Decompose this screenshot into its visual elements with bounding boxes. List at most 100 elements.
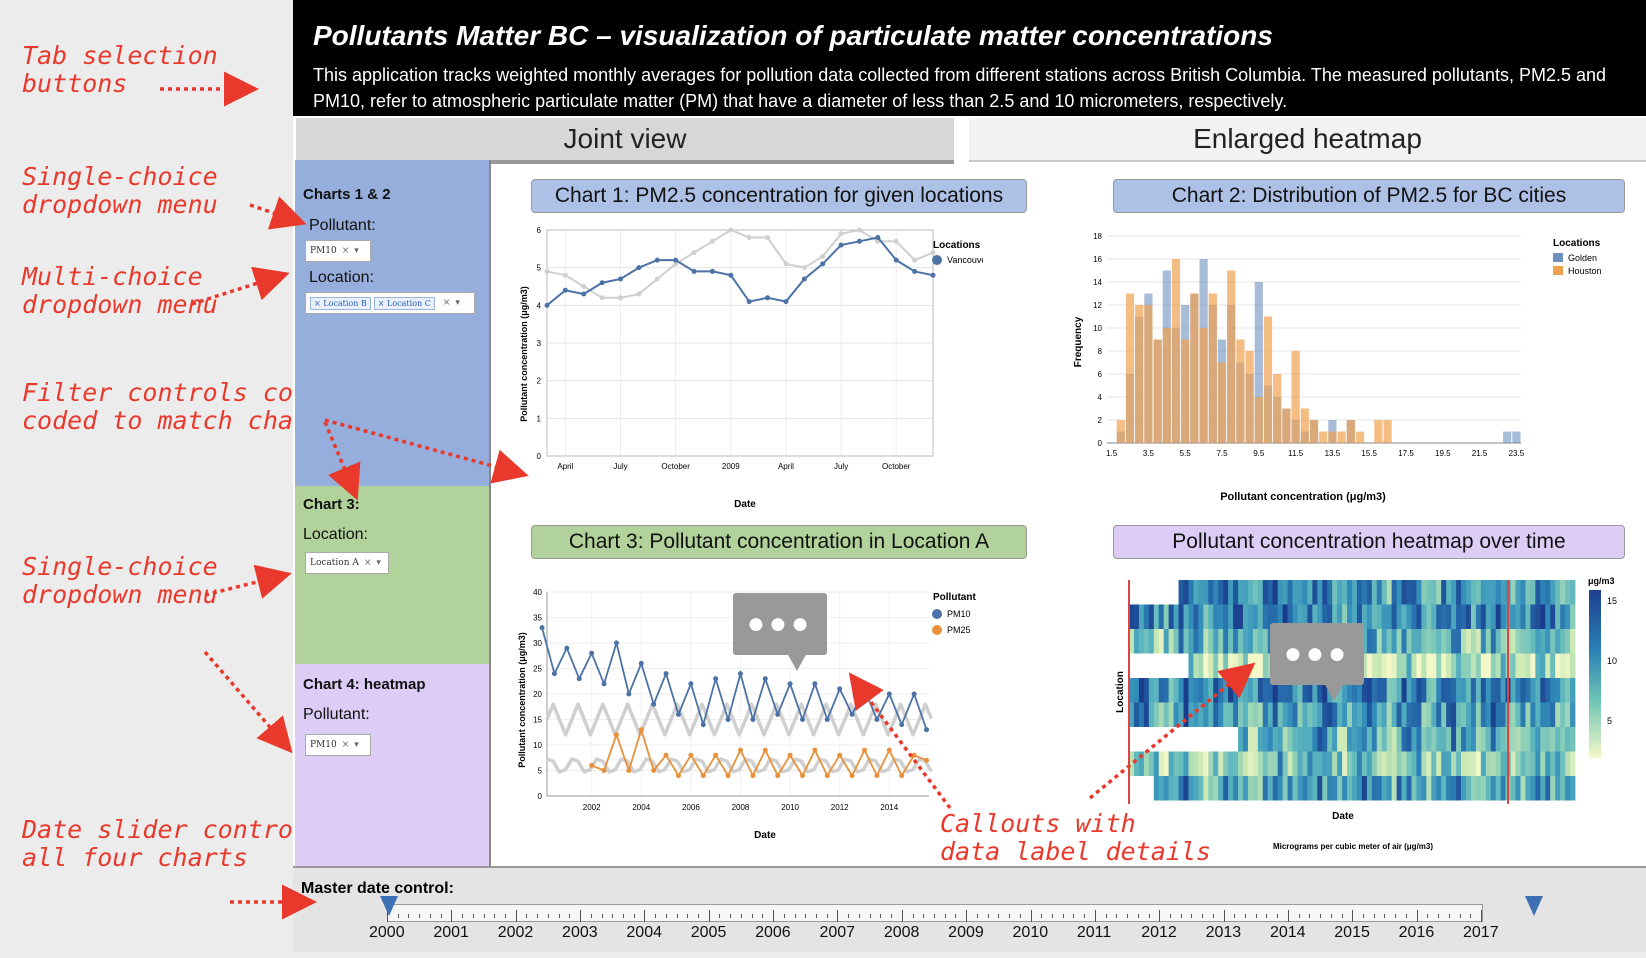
heatmap-cell [1381,629,1388,654]
chart1-xtick-label: July [613,462,627,471]
chart1-xlabel: Date [734,499,756,510]
slider-start-handle[interactable] [380,896,398,916]
heatmap-cell [1570,629,1576,654]
heatmap-cell [1218,604,1224,629]
heatmap-cell [1535,580,1541,605]
heatmap-cell [1371,629,1378,654]
heatmap-cell [1208,653,1214,678]
slider-end-handle[interactable] [1525,896,1543,916]
heatmap-cell [1307,776,1313,801]
heatmap-cell [1277,678,1284,703]
heatmap-cell [1342,678,1348,703]
heatmap-cell [1456,653,1462,678]
heatmap-cell [1371,751,1378,776]
heatmap-cell [1193,653,1199,678]
slider-tick [708,910,710,922]
location-dropdown[interactable]: Location A × ▾ [305,552,389,574]
heatmap-cell [1327,702,1333,727]
heatmap-cell [1555,727,1561,752]
clear-icon[interactable]: × [363,558,372,568]
location-chip[interactable]: × Location B [310,296,371,310]
chart2-title: Chart 2: Distribution of PM2.5 for BC ci… [1113,179,1625,213]
chart1-series-line [546,236,934,307]
heatmap-cell [1381,776,1388,801]
heatmap-cell [1376,678,1383,703]
chart1-point [838,242,844,248]
heatmap-cell [1386,727,1393,752]
chart4-color-legend [1589,590,1601,758]
heatmap-cell [1426,653,1432,678]
heatmap-cell [1188,702,1194,727]
chart3-point [589,762,595,768]
heatmap-cell [1490,604,1497,629]
heatmap-cell [1451,751,1457,776]
heatmap-cell [1317,580,1323,605]
heatmap-cell [1168,776,1174,801]
clear-icon[interactable]: × [442,298,451,308]
heatmap-cell [1257,776,1264,801]
slider-tick [912,914,914,918]
clear-icon[interactable]: × [341,740,350,750]
chart2-ytick-label: 10 [1093,324,1102,333]
clear-icon[interactable]: × [341,246,350,256]
heatmap-cell [1406,751,1412,776]
chart3-xtick-label: 2006 [682,803,700,812]
heatmap-cell [1133,629,1140,654]
pollutant-dropdown[interactable]: PM10 × ▾ [305,240,371,262]
heatmap-cell [1451,653,1457,678]
chevron-down-icon[interactable]: ▾ [376,558,381,568]
heatmap-cell [1565,702,1571,727]
heatmap-cell [1322,751,1328,776]
chart3-point [551,671,557,677]
heatmap-cell [1560,702,1566,727]
heatmap-cell [1347,727,1353,752]
heatmap-cell [1431,604,1437,629]
location-multiselect[interactable]: × Location B × Location C × ▾ [305,292,475,314]
chevron-down-icon[interactable]: ▾ [455,298,460,308]
heatmap-cell [1555,776,1561,801]
heatmap-cell [1133,604,1140,629]
heatmap-cell [1277,604,1284,629]
heatmap-cell [1520,678,1526,703]
chevron-down-icon[interactable]: ▾ [354,246,359,256]
heatmap-cell [1129,629,1135,654]
heatmap-cell [1381,702,1388,727]
heatmap-cell [1267,776,1274,801]
heatmap-cell [1461,580,1467,605]
tab-joint-view[interactable]: Joint view [296,118,954,164]
slider-tick [816,914,818,918]
slider-tick [751,914,753,918]
heatmap-cell [1361,751,1368,776]
heatmap-cell [1530,629,1536,654]
heatmap-cell [1441,629,1447,654]
heatmap-cell [1178,629,1184,654]
heatmap-cell [1252,629,1259,654]
location-chip[interactable]: × Location C [373,296,435,310]
date-slider-track[interactable] [387,904,1483,922]
pollutant-dropdown[interactable]: PM10 × ▾ [305,734,371,756]
heatmap-cell [1242,580,1249,605]
heatmap-cell [1495,604,1502,629]
heatmap-cell [1480,604,1487,629]
tab-enlarged-heatmap[interactable]: Enlarged heatmap [969,118,1646,162]
slider-tick [655,914,657,918]
heatmap-cell [1535,629,1541,654]
heatmap-cell [1495,653,1502,678]
chevron-down-icon[interactable]: ▾ [354,740,359,750]
heatmap-cell [1426,776,1432,801]
heatmap-cell [1560,776,1566,801]
heatmap-cell [1386,678,1393,703]
heatmap-cell [1386,751,1393,776]
heatmap-cell [1406,604,1412,629]
chart2-ytick-label: 6 [1098,370,1103,379]
heatmap-cell [1198,751,1204,776]
heatmap-cell [1456,727,1462,752]
heatmap-cell [1480,629,1487,654]
heatmap-cell [1371,678,1378,703]
heatmap-cell [1163,751,1170,776]
chart2-bar-houston [1383,420,1392,443]
slider-tick [580,910,582,922]
heatmap-cell [1456,751,1462,776]
heatmap-cell [1530,604,1536,629]
heatmap-cell [1223,629,1229,654]
